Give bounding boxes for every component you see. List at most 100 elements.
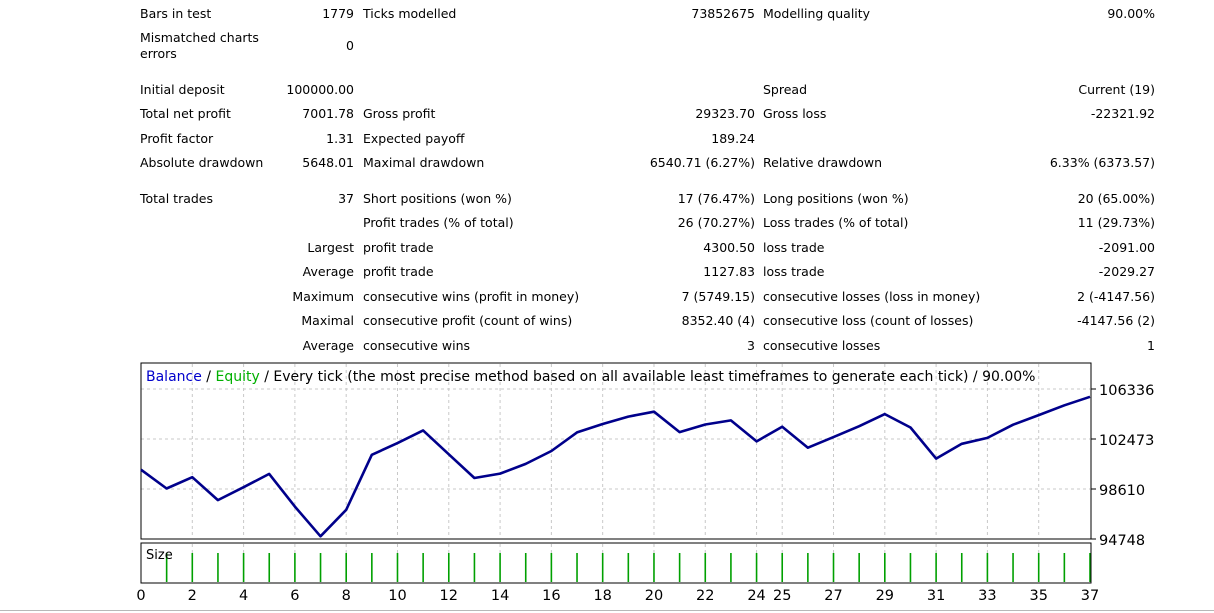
average-profit-trade-label: profit trade: [363, 264, 434, 279]
gross-loss-value: -22321.92: [1090, 106, 1155, 121]
legend-balance: Balance: [146, 369, 202, 385]
ticks-modelled-label: Ticks modelled: [363, 6, 457, 21]
avg-consecutive-losses-value: 1: [1147, 338, 1155, 353]
bars-in-test-value: 1779: [322, 6, 354, 21]
spread-label: Spread: [763, 82, 808, 97]
y-tick-label: 106336: [1099, 383, 1154, 399]
total-net-profit-value: 7001.78: [302, 106, 354, 121]
balance-equity-chart: Balance / Equity / Every tick (the most …: [136, 362, 1154, 604]
y-tick-label: 94748: [1099, 533, 1145, 549]
x-tick-label: 20: [645, 588, 663, 604]
chart-frame: [140, 362, 1092, 540]
profit-trades-label: Profit trades (% of total): [363, 215, 514, 230]
bars-in-test-label: Bars in test: [140, 6, 212, 21]
largest-loss-trade-label: loss trade: [763, 240, 825, 255]
x-tick-label: 8: [342, 588, 351, 604]
max-consecutive-losses-label: consecutive losses (loss in money): [763, 289, 981, 304]
initial-deposit-value: 100000.00: [286, 82, 354, 97]
maximal-consecutive-loss-label: consecutive loss (count of losses): [763, 313, 974, 328]
absolute-drawdown-value: 5648.01: [302, 155, 354, 170]
largest-profit-trade-label: profit trade: [363, 240, 434, 255]
maximal-consecutive-profit-value: 8352.40 (4): [681, 313, 755, 328]
maximal-drawdown-label: Maximal drawdown: [363, 155, 485, 170]
x-tick-label: 24: [747, 588, 765, 604]
legend-description: / Every tick (the most precise method ba…: [260, 369, 1036, 385]
x-tick-label: 33: [978, 588, 996, 604]
long-positions-value: 20 (65.00%): [1077, 191, 1155, 206]
average-consecutive-prefix: Average: [302, 338, 354, 353]
largest-loss-trade-value: -2091.00: [1098, 240, 1155, 255]
average-loss-trade-value: -2029.27: [1098, 264, 1155, 279]
gross-profit-value: 29323.70: [695, 106, 755, 121]
x-axis-ticks: 0 2 4 6 8 10 12 14 16 18 20 22 24 25 27 29 31 33 35 37: [136, 588, 1099, 604]
x-tick-label: 18: [593, 588, 611, 604]
average-loss-trade-label: loss trade: [763, 264, 825, 279]
gross-loss-label: Gross loss: [763, 106, 827, 121]
largest-profit-trade-value: 4300.50: [703, 240, 755, 255]
maximum-prefix: Maximum: [292, 289, 354, 304]
x-tick-label: 31: [927, 588, 945, 604]
long-positions-label: Long positions (won %): [763, 191, 909, 206]
maximal-prefix: Maximal: [301, 313, 354, 328]
x-tick-label: 10: [388, 588, 406, 604]
absolute-drawdown-label: Absolute drawdown: [140, 155, 264, 170]
mismatched-errors-value: 0: [346, 38, 354, 53]
profit-trades-value: 26 (70.27%): [677, 215, 755, 230]
ticks-modelled-value: 73852675: [691, 6, 755, 21]
largest-prefix: Largest: [307, 240, 354, 255]
loss-trades-value: 11 (29.73%): [1077, 215, 1155, 230]
x-tick-label: 35: [1029, 588, 1047, 604]
average-profit-trade-value: 1127.83: [703, 264, 755, 279]
gross-profit-label: Gross profit: [363, 106, 436, 121]
x-tick-label: 22: [696, 588, 714, 604]
total-trades-value: 37: [338, 191, 354, 206]
avg-consecutive-losses-label: consecutive losses: [763, 338, 881, 353]
max-consecutive-wins-value: 7 (5749.15): [681, 289, 755, 304]
y-tick-label: 98610: [1099, 483, 1145, 499]
chart-grid: [141, 364, 1090, 582]
total-net-profit-label: Total net profit: [140, 106, 231, 121]
maximal-drawdown-value: 6540.71 (6.27%): [649, 155, 755, 170]
max-consecutive-losses-value: 2 (-4147.56): [1077, 289, 1155, 304]
x-tick-label: 12: [440, 588, 458, 604]
maximal-consecutive-loss-value: -4147.56 (2): [1077, 313, 1155, 328]
x-tick-label: 25: [773, 588, 791, 604]
loss-trades-label: Loss trades (% of total): [763, 215, 909, 230]
x-tick-label: 6: [290, 588, 299, 604]
y-tick-label: 102473: [1099, 433, 1154, 449]
x-tick-label: 16: [542, 588, 560, 604]
size-label: Size: [146, 548, 173, 563]
spread-value: Current (19): [1078, 82, 1155, 97]
x-tick-label: 2: [188, 588, 197, 604]
expected-payoff-label: Expected payoff: [363, 131, 465, 146]
legend-separator: /: [202, 369, 216, 385]
expected-payoff-value: 189.24: [711, 131, 755, 146]
x-tick-label: 4: [239, 588, 248, 604]
average-prefix: Average: [302, 264, 354, 279]
avg-consecutive-wins-value: 3: [747, 338, 755, 353]
size-bars: [165, 553, 1091, 582]
profit-factor-value: 1.31: [326, 131, 354, 146]
balance-line: [140, 395, 1091, 538]
total-trades-label: Total trades: [140, 191, 214, 206]
short-positions-label: Short positions (won %): [363, 191, 512, 206]
y-axis-ticks: 106336 102473 98610 94748: [1091, 383, 1154, 549]
avg-consecutive-wins-label: consecutive wins: [363, 338, 471, 353]
maximal-consecutive-profit-label: consecutive profit (count of wins): [363, 313, 573, 328]
modelling-quality-value: 90.00%: [1107, 6, 1155, 21]
x-tick-label: 37: [1081, 588, 1099, 604]
x-tick-label: 14: [491, 588, 509, 604]
short-positions-value: 17 (76.47%): [677, 191, 755, 206]
x-tick-label: 29: [876, 588, 894, 604]
legend-equity: Equity: [215, 369, 259, 385]
mismatched-errors-label: Mismatched charts errors: [140, 30, 259, 61]
relative-drawdown-label: Relative drawdown: [763, 155, 883, 170]
x-tick-label: 27: [824, 588, 842, 604]
initial-deposit-label: Initial deposit: [140, 82, 225, 97]
profit-factor-label: Profit factor: [140, 131, 214, 146]
bottom-divider: [0, 610, 1214, 611]
size-panel-frame: [140, 542, 1092, 584]
chart-legend: Balance / Equity / Every tick (the most …: [146, 369, 1035, 385]
modelling-quality-label: Modelling quality: [763, 6, 871, 21]
max-consecutive-wins-label: consecutive wins (profit in money): [363, 289, 580, 304]
